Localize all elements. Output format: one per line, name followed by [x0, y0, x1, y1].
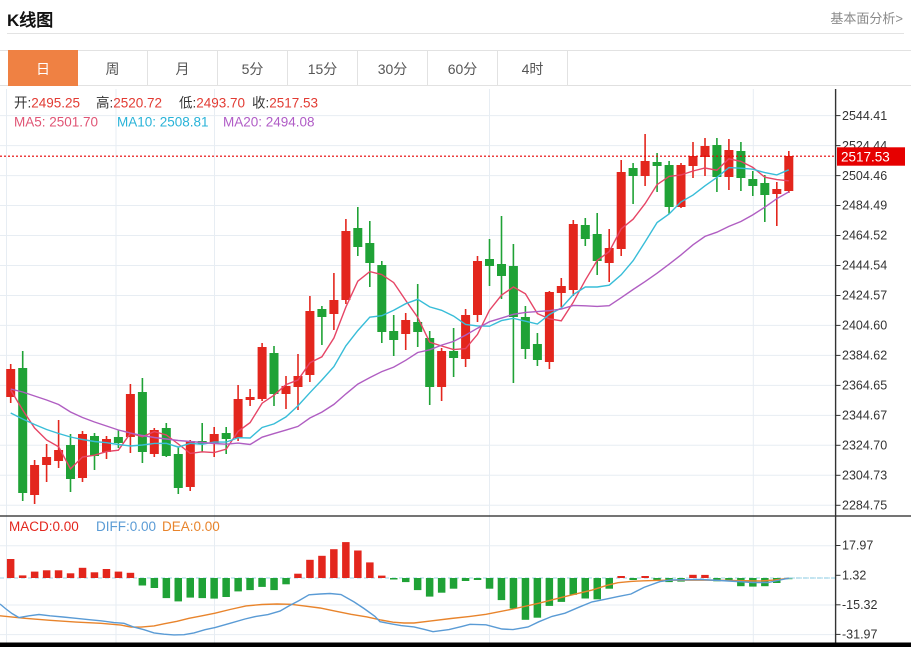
svg-text:2544.41: 2544.41	[842, 109, 887, 123]
svg-text:2484.49: 2484.49	[842, 199, 887, 213]
svg-text:2404.60: 2404.60	[842, 319, 887, 333]
svg-text:收:2517.53: 收:2517.53	[252, 96, 318, 111]
svg-text:2444.54: 2444.54	[842, 259, 887, 273]
svg-text:2517.53: 2517.53	[841, 149, 890, 164]
svg-text:MA5: 2501.70: MA5: 2501.70	[14, 115, 98, 130]
svg-text:-31.97: -31.97	[842, 628, 877, 642]
svg-text:2324.70: 2324.70	[842, 439, 887, 453]
svg-text:17.97: 17.97	[842, 539, 873, 553]
svg-text:2364.65: 2364.65	[842, 379, 887, 393]
svg-text:2284.75: 2284.75	[842, 499, 887, 513]
svg-text:1.32: 1.32	[842, 569, 866, 583]
svg-text:2304.73: 2304.73	[842, 469, 887, 483]
svg-text:高:2520.72: 高:2520.72	[96, 95, 162, 111]
svg-text:2424.57: 2424.57	[842, 289, 887, 303]
svg-text:DIFF:0.00: DIFF:0.00	[96, 519, 156, 534]
svg-text:MA10: 2508.81: MA10: 2508.81	[117, 115, 209, 130]
svg-text:开:2495.25: 开:2495.25	[14, 96, 80, 111]
svg-text:MA20: 2494.08: MA20: 2494.08	[223, 115, 315, 130]
svg-text:MACD:0.00: MACD:0.00	[9, 519, 79, 534]
svg-text:低:2493.70: 低:2493.70	[179, 96, 245, 111]
svg-text:2344.67: 2344.67	[842, 409, 887, 423]
svg-text:2504.46: 2504.46	[842, 169, 887, 183]
svg-text:-15.32: -15.32	[842, 598, 877, 612]
svg-text:DEA:0.00: DEA:0.00	[162, 519, 220, 534]
svg-text:2384.62: 2384.62	[842, 349, 887, 363]
svg-text:2464.52: 2464.52	[842, 229, 887, 243]
